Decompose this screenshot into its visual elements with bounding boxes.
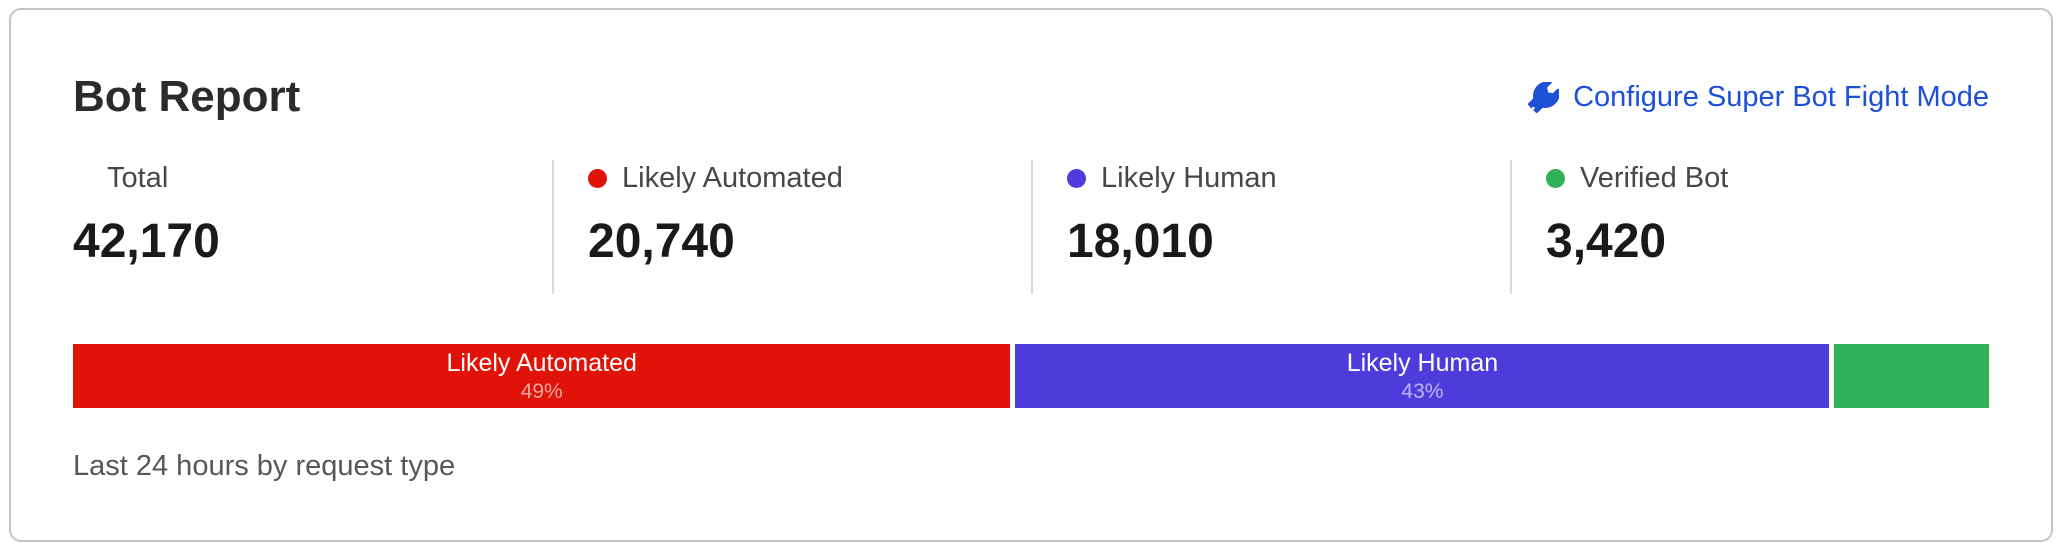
bar-segment-likely-human: Likely Human 43% bbox=[1015, 344, 1830, 408]
configure-super-bot-fight-mode-link[interactable]: Configure Super Bot Fight Mode bbox=[1528, 80, 1989, 114]
stat-label: Total bbox=[107, 162, 169, 194]
time-range-caption: Last 24 hours by request type bbox=[73, 450, 456, 482]
stat-value: 42,170 bbox=[73, 215, 220, 268]
configure-link-label: Configure Super Bot Fight Mode bbox=[1573, 81, 1989, 113]
stat-label: Likely Automated bbox=[622, 162, 843, 194]
stat-likely-human: Likely Human 18,010 bbox=[1031, 160, 1510, 294]
stat-likely-automated: Likely Automated 20,740 bbox=[552, 160, 1031, 294]
stat-verified-bot: Verified Bot 3,420 bbox=[1510, 160, 1989, 294]
bot-report-card: Bot Report Configure Super Bot Fight Mod… bbox=[9, 8, 2053, 542]
bar-segment-percent: 49% bbox=[520, 379, 563, 403]
bar-segment-percent: 43% bbox=[1401, 379, 1444, 403]
likely-human-dot bbox=[1067, 168, 1086, 188]
stacked-bar-chart: Likely Automated 49% Likely Human 43% bbox=[73, 344, 1989, 408]
verified-bot-dot bbox=[1546, 168, 1565, 188]
likely-automated-dot bbox=[588, 168, 607, 188]
bar-segment-likely-automated: Likely Automated 49% bbox=[73, 344, 1011, 408]
stat-total: Total 42,170 bbox=[73, 160, 552, 294]
bar-segment-label: Likely Automated bbox=[446, 348, 637, 377]
wrench-icon bbox=[1528, 81, 1560, 113]
page-title: Bot Report bbox=[73, 72, 301, 121]
bar-segment-label: Likely Human bbox=[1346, 348, 1499, 377]
stat-value: 3,420 bbox=[1546, 215, 1667, 268]
stat-value: 20,740 bbox=[588, 215, 735, 268]
stat-label: Verified Bot bbox=[1580, 162, 1729, 194]
stats-row: Total 42,170 Likely Automated 20,740 Lik… bbox=[73, 160, 1989, 294]
bar-segment-verified-bot bbox=[1834, 344, 1989, 408]
card-header: Bot Report Configure Super Bot Fight Mod… bbox=[73, 72, 1989, 122]
stat-label: Likely Human bbox=[1101, 162, 1277, 194]
stat-value: 18,010 bbox=[1067, 215, 1214, 268]
